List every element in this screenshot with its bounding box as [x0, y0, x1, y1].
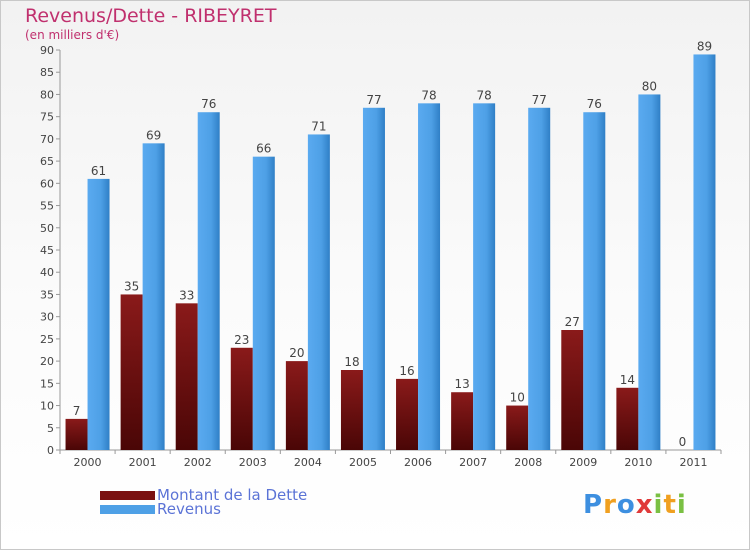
y-tick-label: 15 [40, 377, 54, 390]
revenue-bar [418, 103, 441, 450]
revenue-bar [638, 94, 661, 450]
data-label: 61 [91, 164, 106, 178]
data-label: 0 [679, 435, 687, 449]
x-tick-label: 2011 [679, 456, 707, 469]
data-label: 13 [454, 377, 469, 391]
debt-bar [506, 405, 529, 450]
revenue-bar [473, 103, 496, 450]
legend-swatch-debt [100, 490, 155, 500]
logo-letter: o [616, 490, 636, 520]
x-tick-label: 2001 [129, 456, 157, 469]
data-label: 76 [201, 97, 216, 111]
data-label: 14 [620, 373, 635, 387]
data-label: 71 [311, 119, 326, 133]
data-label: 33 [179, 288, 194, 302]
data-label: 7 [73, 404, 81, 418]
logo-letter: r [603, 490, 617, 520]
data-label: 18 [344, 355, 359, 369]
logo-letter: i [653, 490, 664, 520]
proxiti-logo: Proxiti [583, 490, 687, 520]
revenue-bar [197, 112, 220, 450]
debt-bar [230, 347, 253, 450]
y-tick-label: 35 [40, 288, 54, 301]
y-tick-label: 40 [40, 266, 54, 279]
data-label: 23 [234, 333, 249, 347]
data-label: 35 [124, 279, 139, 293]
revenue-bar [528, 107, 551, 451]
debt-bar [175, 303, 198, 450]
y-tick-label: 85 [40, 66, 54, 79]
data-label: 80 [642, 79, 657, 93]
logo-letter: t [663, 490, 677, 520]
x-tick-label: 2009 [569, 456, 597, 469]
data-label: 10 [510, 391, 525, 405]
debt-bar [561, 330, 584, 450]
y-tick-label: 60 [40, 177, 54, 190]
data-label: 76 [587, 97, 602, 111]
y-tick-label: 20 [40, 355, 54, 368]
x-tick-label: 2002 [184, 456, 212, 469]
y-tick-label: 65 [40, 155, 54, 168]
x-tick-label: 2006 [404, 456, 432, 469]
legend-swatch-revenue [100, 504, 155, 514]
data-label: 69 [146, 128, 161, 142]
data-label: 78 [421, 88, 436, 102]
y-tick-label: 50 [40, 222, 54, 235]
revenue-bar [583, 112, 606, 450]
y-tick-label: 80 [40, 88, 54, 101]
data-label: 77 [532, 93, 547, 107]
data-label: 77 [366, 93, 381, 107]
y-tick-label: 70 [40, 133, 54, 146]
revenue-bar [252, 156, 275, 450]
y-tick-label: 45 [40, 244, 54, 257]
debt-bar [285, 361, 308, 450]
legend-label-debt: Montant de la Dette [157, 486, 308, 504]
legend-item-revenue: Revenus [100, 500, 221, 518]
y-tick-label: 25 [40, 333, 54, 346]
data-label: 66 [256, 142, 271, 156]
logo-letter: x [635, 490, 654, 520]
revenue-bar [693, 54, 716, 450]
y-tick-label: 55 [40, 200, 54, 213]
x-tick-label: 2003 [239, 456, 267, 469]
legend-item-debt: Montant de la Dette [100, 486, 308, 504]
data-label: 78 [476, 88, 491, 102]
data-label: 20 [289, 346, 304, 360]
debt-bar [396, 378, 419, 450]
x-tick-label: 2005 [349, 456, 377, 469]
debt-bar [120, 294, 143, 450]
x-tick-label: 2000 [74, 456, 102, 469]
logo-letter: P [583, 490, 604, 520]
y-tick-label: 0 [47, 444, 54, 457]
data-label: 89 [697, 39, 712, 53]
debt-bar [340, 370, 363, 450]
x-tick-label: 2010 [624, 456, 652, 469]
debt-bar [65, 418, 88, 450]
y-tick-label: 30 [40, 311, 54, 324]
chart-subtitle: (en milliers d'€) [25, 28, 120, 42]
revenue-bar [362, 107, 385, 451]
logo-letter: i [676, 490, 687, 520]
revenue-bar [307, 134, 330, 450]
y-tick-label: 5 [47, 422, 54, 435]
revenue-bar [87, 178, 110, 450]
revenue-bar [142, 143, 165, 451]
chart-title: Revenus/Dette - RIBEYRET [25, 5, 277, 27]
data-label: 16 [399, 364, 414, 378]
debt-bar [616, 387, 639, 450]
legend-label-revenue: Revenus [157, 500, 221, 518]
x-tick-label: 2004 [294, 456, 322, 469]
y-tick-label: 75 [40, 111, 54, 124]
y-tick-label: 90 [40, 44, 54, 57]
y-tick-label: 10 [40, 400, 54, 413]
data-label: 27 [565, 315, 580, 329]
x-tick-label: 2007 [459, 456, 487, 469]
debt-bar [451, 392, 474, 450]
x-tick-label: 2008 [514, 456, 542, 469]
